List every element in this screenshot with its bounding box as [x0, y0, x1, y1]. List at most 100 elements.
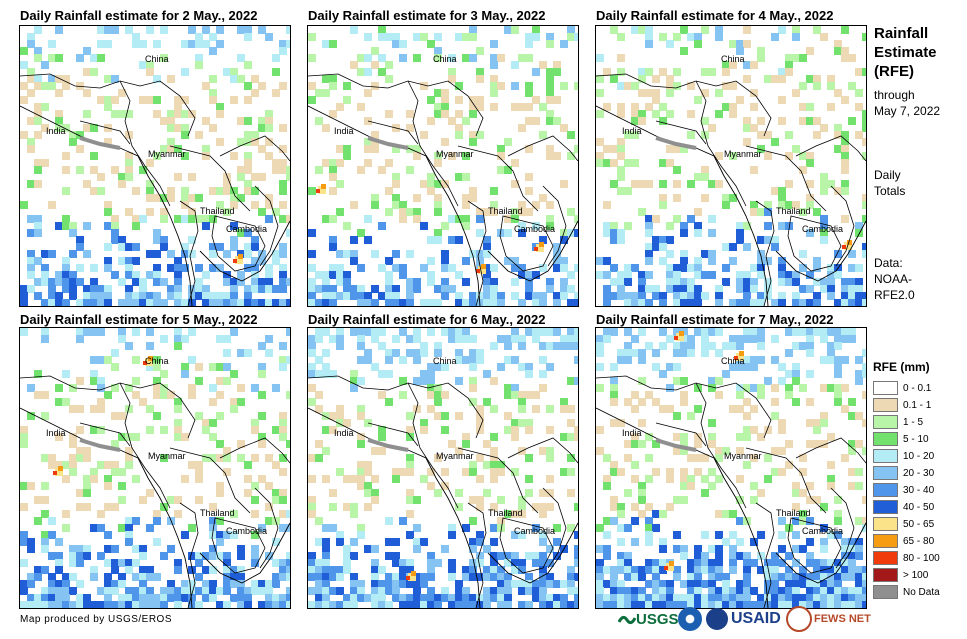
country-label-myanmar: Myanmar — [436, 451, 474, 461]
legend-label: 30 - 40 — [903, 484, 935, 496]
country-label-myanmar: Myanmar — [148, 451, 186, 461]
legend-swatch — [873, 517, 898, 531]
rfe-legend: RFE (mm) 0 - 0.1 0.1 - 1 1 - 5 5 - 10 10 - 2… — [873, 360, 940, 601]
fewsnet-logo: FEWS NET — [786, 605, 871, 633]
country-label-china: China — [721, 54, 745, 64]
country-label-china: China — [433, 54, 457, 64]
legend-label: 20 - 30 — [903, 467, 935, 479]
sidebar-title: Rainfall Estimate (RFE) — [874, 24, 937, 81]
legend-label: No Data — [903, 586, 940, 598]
legend-label: 40 - 50 — [903, 501, 935, 513]
country-label-india: India — [622, 126, 642, 136]
country-label-cambodia: Cambodia — [514, 526, 556, 536]
rainfall-map-panel: China India Myanmar Thailand Cambodia — [595, 327, 867, 609]
legend-swatch — [873, 585, 898, 599]
legend-label: > 100 — [903, 569, 929, 581]
country-label-india: India — [622, 428, 642, 438]
legend-item: No Data — [873, 584, 940, 600]
country-label-myanmar: Myanmar — [724, 451, 762, 461]
panel-title: Daily Rainfall estimate for 3 May., 2022 — [308, 8, 546, 23]
sidebar-title-line: (RFE) — [874, 63, 914, 80]
legend-item: 40 - 50 — [873, 499, 940, 515]
country-label-cambodia: Cambodia — [802, 224, 844, 234]
country-label-india: India — [46, 428, 66, 438]
rainfall-map-panel: China India Myanmar Thailand Cambodia — [19, 25, 291, 307]
legend-item: 50 - 65 — [873, 516, 940, 532]
legend-swatch — [873, 568, 898, 582]
country-label-thailand: Thailand — [488, 508, 523, 518]
country-label-thailand: Thailand — [776, 508, 811, 518]
legend-swatch — [873, 551, 898, 565]
rainfall-map-panel: China India Myanmar Thailand Cambodia — [307, 327, 579, 609]
country-label-thailand: Thailand — [776, 206, 811, 216]
usgs-wave-icon — [618, 615, 636, 625]
rainfall-field-svg — [596, 328, 866, 608]
totals-label: Daily Totals — [874, 167, 905, 199]
country-label-thailand: Thailand — [200, 508, 235, 518]
panel-title: Daily Rainfall estimate for 6 May., 2022 — [308, 312, 546, 327]
country-label-china: China — [145, 356, 169, 366]
rainfall-map-panel: China India Myanmar Thailand Cambodia — [19, 327, 291, 609]
country-label-myanmar: Myanmar — [148, 149, 186, 159]
legend-title: RFE (mm) — [873, 360, 930, 374]
country-label-thailand: Thailand — [488, 206, 523, 216]
legend-label: 65 - 80 — [903, 535, 935, 547]
legend-label: 0 - 0.1 — [903, 382, 932, 394]
legend-swatch — [873, 483, 898, 497]
rainfall-field-svg — [596, 26, 866, 306]
country-label-myanmar: Myanmar — [724, 149, 762, 159]
legend-swatch — [873, 466, 898, 480]
country-label-india: India — [334, 428, 354, 438]
totals-text: Daily — [874, 168, 901, 182]
map-credit: Map produced by USGS/EROS — [20, 614, 173, 625]
panel-title: Daily Rainfall estimate for 5 May., 2022 — [20, 312, 258, 327]
rainfall-map-panel: China India Myanmar Thailand Cambodia — [595, 25, 867, 307]
legend-swatch — [873, 381, 898, 395]
rainfall-field-svg — [308, 26, 578, 306]
legend-swatch — [873, 500, 898, 514]
legend-swatch — [873, 449, 898, 463]
legend-item: 5 - 10 — [873, 431, 940, 447]
legend-item: > 100 — [873, 567, 940, 583]
legend-item: 20 - 30 — [873, 465, 940, 481]
noaa-seal-icon — [678, 607, 702, 631]
sidebar-title-line: Estimate — [874, 44, 937, 61]
rainfall-field-svg — [20, 26, 290, 306]
legend-rows: 0 - 0.1 0.1 - 1 1 - 5 5 - 10 10 - 20 20 - 30 3… — [873, 380, 940, 600]
country-label-india: India — [46, 126, 66, 136]
totals-text: Totals — [874, 184, 906, 198]
legend-label: 5 - 10 — [903, 433, 929, 445]
country-label-india: India — [334, 126, 354, 136]
through-date: through May 7, 2022 — [874, 87, 940, 119]
country-label-thailand: Thailand — [200, 206, 235, 216]
legend-swatch — [873, 432, 898, 446]
legend-label: 10 - 20 — [903, 450, 935, 462]
legend-label: 50 - 65 — [903, 518, 935, 530]
through-text: through — [874, 88, 915, 102]
panel-title: Daily Rainfall estimate for 4 May., 2022 — [596, 8, 834, 23]
usaid-seal-icon — [706, 608, 728, 630]
legend-label: 0.1 - 1 — [903, 399, 932, 411]
legend-item: 65 - 80 — [873, 533, 940, 549]
data-source-text: RFE2.0 — [874, 288, 915, 302]
country-label-cambodia: Cambodia — [514, 224, 556, 234]
legend-item: 10 - 20 — [873, 448, 940, 464]
data-source: Data: NOAA- RFE2.0 — [874, 255, 915, 303]
legend-item: 30 - 40 — [873, 482, 940, 498]
country-label-cambodia: Cambodia — [226, 224, 268, 234]
country-label-cambodia: Cambodia — [226, 526, 268, 536]
country-label-cambodia: Cambodia — [802, 526, 844, 536]
legend-swatch — [873, 534, 898, 548]
fewsnet-logo-text: FEWS NET — [814, 613, 871, 625]
usaid-logo: USAID — [706, 605, 781, 633]
legend-item: 1 - 5 — [873, 414, 940, 430]
legend-item: 0.1 - 1 — [873, 397, 940, 413]
legend-label: 1 - 5 — [903, 416, 924, 428]
rainfall-map-panel: China India Myanmar Thailand Cambodia — [307, 25, 579, 307]
legend-swatch — [873, 415, 898, 429]
usgs-logo: USGS — [618, 605, 679, 633]
legend-label: 80 - 100 — [903, 552, 940, 564]
panel-title: Daily Rainfall estimate for 2 May., 2022 — [20, 8, 258, 23]
country-label-china: China — [721, 356, 745, 366]
panel-title: Daily Rainfall estimate for 7 May., 2022 — [596, 312, 834, 327]
